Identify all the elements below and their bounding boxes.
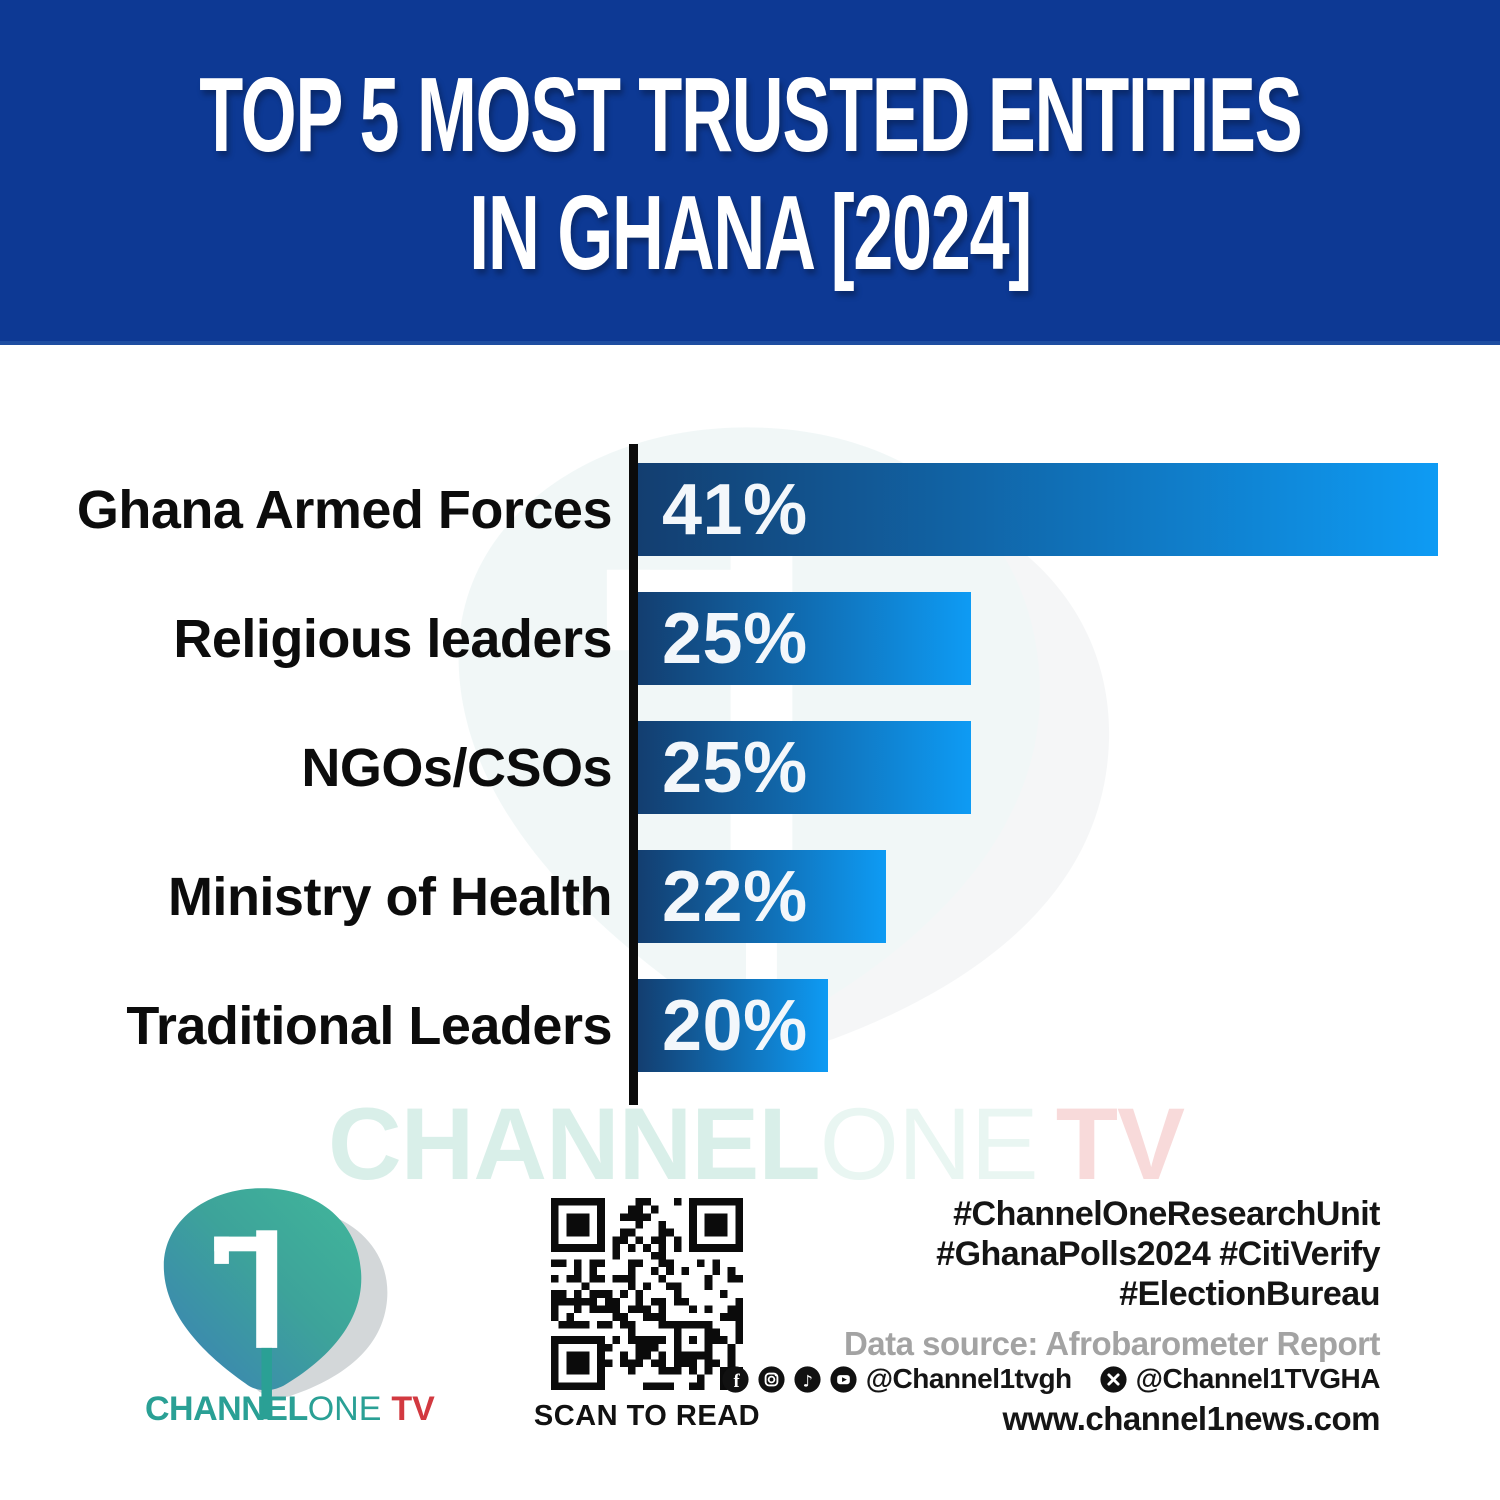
category-label: Ghana Armed Forces: [76, 479, 613, 540]
instagram-icon: [758, 1365, 785, 1393]
watermark-channel: CHANNEL: [328, 1087, 821, 1201]
bar-value-label: 20%: [662, 985, 808, 1066]
social-handle-x: @Channel1TVGHA: [1135, 1363, 1381, 1394]
bar-ghana-armed-forces: 41%: [638, 463, 1438, 556]
watermark-tv: TV: [1055, 1087, 1185, 1201]
x-icon: [1100, 1365, 1127, 1393]
social-row: f ♪ @Channel1tvgh @Channel1TVGHA: [722, 1363, 1381, 1395]
category-label: Ministry of Health: [167, 866, 613, 927]
hashtag-line: #ElectionBureau: [1119, 1275, 1380, 1313]
bar-value-label: 25%: [662, 727, 808, 808]
channel-one-wordmark: CHANNELONE TV: [145, 1390, 435, 1429]
bar-ministry-of-health: 22%: [638, 850, 886, 943]
watermark-one: ONE: [819, 1087, 1039, 1201]
tiktok-icon: ♪: [794, 1365, 821, 1393]
page-title-line1: TOP 5 MOST TRUSTED ENTITIES: [198, 55, 1302, 174]
category-label: NGOs/CSOs: [301, 737, 612, 798]
data-source: Data source: Afrobarometer Report: [843, 1325, 1381, 1362]
wordmark-one: ONE: [307, 1390, 382, 1428]
header-band: TOP 5 MOST TRUSTED ENTITIES IN GHANA [20…: [0, 0, 1500, 345]
watermark-text: CHANNELONE TV: [328, 1086, 1185, 1203]
youtube-icon: [830, 1365, 857, 1393]
category-label: Religious leaders: [173, 608, 612, 669]
svg-text:f: f: [733, 1371, 740, 1392]
hashtags-block: #ChannelOneResearchUnit #GhanaPolls2024 …: [936, 1194, 1380, 1314]
bar-value-label: 25%: [662, 598, 808, 679]
chart-axis: [629, 444, 638, 1105]
social-handle-main: @Channel1tvgh: [865, 1363, 1072, 1394]
hashtag-line: #GhanaPolls2024 #CitiVerify: [936, 1235, 1380, 1273]
page-title-line2: IN GHANA [2024]: [469, 173, 1032, 292]
bar-ngos-csos: 25%: [638, 721, 971, 814]
wordmark-channel: CHANNEL: [145, 1390, 308, 1428]
bar-value-label: 22%: [662, 856, 808, 937]
channel-one-logo: [163, 1188, 388, 1420]
bar-value-label: 41%: [662, 469, 808, 550]
facebook-icon: f: [722, 1365, 749, 1393]
svg-text:♪: ♪: [802, 1371, 812, 1390]
category-label: Traditional Leaders: [126, 995, 612, 1056]
hashtag-line: #ChannelOneResearchUnit: [953, 1195, 1380, 1233]
bar-religious-leaders: 25%: [638, 592, 971, 685]
wordmark-tv: TV: [391, 1390, 435, 1428]
bar-traditional-leaders: 20%: [638, 979, 828, 1072]
qr-caption: SCAN TO READ: [533, 1400, 761, 1432]
qr-code: [551, 1198, 743, 1390]
website-url: www.channel1news.com: [1002, 1400, 1380, 1437]
